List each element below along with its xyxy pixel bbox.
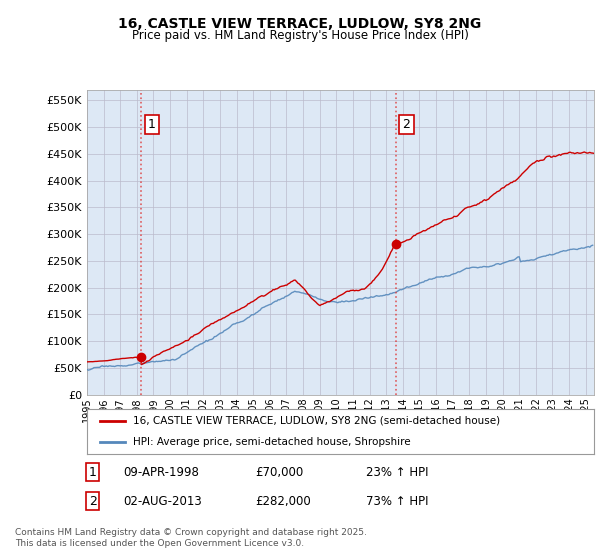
Text: 2: 2 xyxy=(89,494,97,508)
Text: 73% ↑ HPI: 73% ↑ HPI xyxy=(366,494,428,508)
Text: 1: 1 xyxy=(89,465,97,479)
Text: Price paid vs. HM Land Registry's House Price Index (HPI): Price paid vs. HM Land Registry's House … xyxy=(131,29,469,42)
Text: 09-APR-1998: 09-APR-1998 xyxy=(123,465,199,479)
Text: 16, CASTLE VIEW TERRACE, LUDLOW, SY8 2NG: 16, CASTLE VIEW TERRACE, LUDLOW, SY8 2NG xyxy=(118,17,482,31)
Text: Contains HM Land Registry data © Crown copyright and database right 2025.
This d: Contains HM Land Registry data © Crown c… xyxy=(15,528,367,548)
Text: 23% ↑ HPI: 23% ↑ HPI xyxy=(366,465,428,479)
Text: £70,000: £70,000 xyxy=(255,465,303,479)
Text: 16, CASTLE VIEW TERRACE, LUDLOW, SY8 2NG (semi-detached house): 16, CASTLE VIEW TERRACE, LUDLOW, SY8 2NG… xyxy=(133,416,500,426)
Text: 1: 1 xyxy=(148,118,156,131)
Text: HPI: Average price, semi-detached house, Shropshire: HPI: Average price, semi-detached house,… xyxy=(133,436,410,446)
Text: 02-AUG-2013: 02-AUG-2013 xyxy=(123,494,202,508)
Text: £282,000: £282,000 xyxy=(255,494,311,508)
Text: 2: 2 xyxy=(403,118,410,131)
